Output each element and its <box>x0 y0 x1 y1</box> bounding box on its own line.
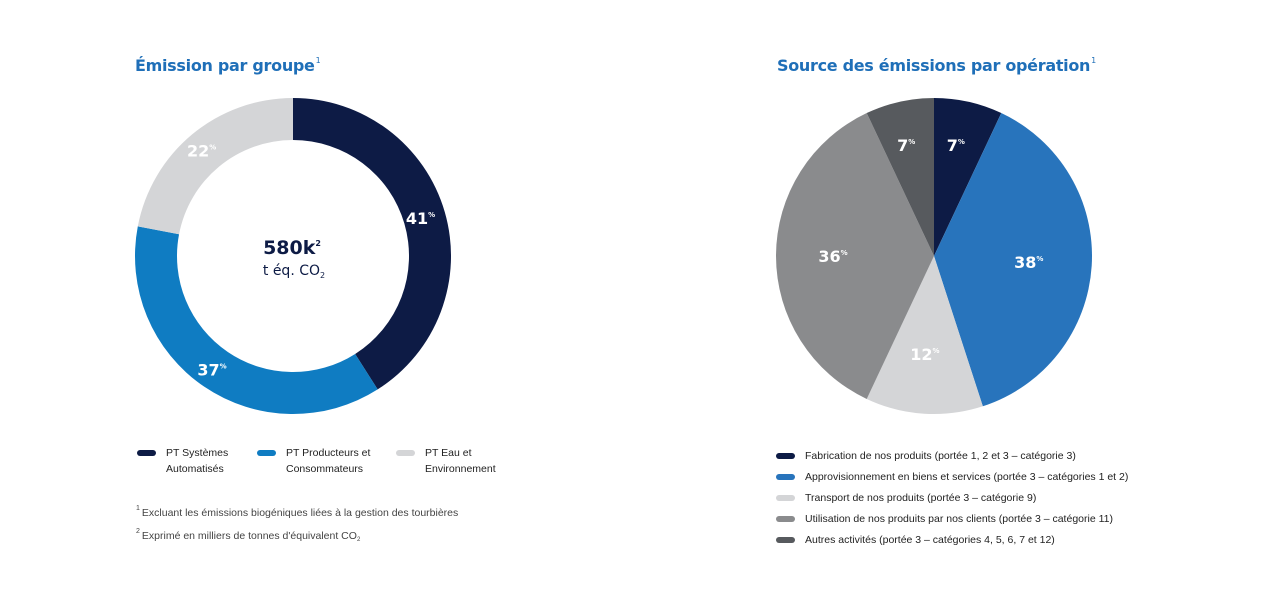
footnote-2-subscript: 2 <box>356 537 361 543</box>
left-title-footnote-mark: 1 <box>315 56 321 65</box>
footnote-2: 2 Exprimé en milliers de tonnes d'équival… <box>136 528 360 543</box>
legend-swatch <box>776 515 795 522</box>
left-chart-panel: Émission par groupe1 41% 37% 22% 580k2 t é… <box>135 56 496 543</box>
legend-swatch <box>137 450 156 456</box>
pie-slice-3 <box>776 113 934 399</box>
donut-slice-label-1: 37% <box>197 360 226 379</box>
left-legend-label-1: PT Producteurs et Consommateurs <box>286 447 371 475</box>
pie-slice-label-1: 38% <box>1014 253 1043 272</box>
pie-slice-4 <box>866 98 934 256</box>
footnote-1: 1 Excluant les émissions biogéniques liée… <box>136 505 458 519</box>
pie-slice-1 <box>934 113 1092 407</box>
left-chart-title: Émission par groupe1 <box>135 56 321 75</box>
donut-center-unit: t éq. CO2 <box>263 263 325 280</box>
right-legend-item-3: Utilisation de nos produits par nos clie… <box>776 508 1128 529</box>
pie-slice-label-2: 12% <box>910 345 939 364</box>
pie-chart: 7% 38% 12% 36% 7% <box>776 98 1092 414</box>
right-title-footnote-mark: 1 <box>1091 56 1096 65</box>
right-legend-label-0: Fabrication de nos produits (portée 1, 2… <box>805 449 1076 462</box>
donut-center-value: 580k2 <box>263 237 321 259</box>
legend-swatch <box>776 452 795 459</box>
donut-center-footnote-mark: 2 <box>315 239 321 248</box>
footnote-2-mark: 2 <box>136 528 140 535</box>
legend-swatch <box>776 494 795 501</box>
right-chart-panel: Source des émissions par opération1 7% 38… <box>634 0 1268 600</box>
pie-slice-label-4: 7% <box>897 136 915 155</box>
right-legend-label-1: Approvisionnement en biens et services (… <box>805 470 1129 483</box>
pie-slice-2 <box>866 256 983 414</box>
left-chart-title-text: Émission par groupe <box>135 56 315 75</box>
footnote-1-text: Excluant les émissions biogéniques liées… <box>141 507 459 519</box>
right-legend-item-0: Fabrication de nos produits (portée 1, 2… <box>776 445 1128 466</box>
legend-swatch <box>776 473 795 480</box>
pie-slice-label-3: 36% <box>818 247 847 266</box>
donut-slice-0 <box>293 98 451 390</box>
right-legend-item-2: Transport de nos produits (portée 3 – ca… <box>776 487 1128 508</box>
left-legend-item-0: PT Systèmes Automatisés <box>137 445 228 477</box>
donut-center-unit-text: t éq. CO <box>263 263 320 279</box>
donut-slice-label-2: 22% <box>187 141 216 160</box>
right-chart-title: Source des émissions par opération1 <box>777 56 1096 75</box>
donut-slice-2 <box>137 98 293 235</box>
footnote-1-mark: 1 <box>136 505 140 512</box>
donut-center-value-text: 580k <box>263 237 316 259</box>
left-legend-label-0: PT Systèmes Automatisés <box>166 447 229 475</box>
footnote-2-text: Exprimé en milliers de tonnes d'équivale… <box>141 530 357 542</box>
donut-chart: 41%37%22% 580k2 t éq. CO2 <box>135 98 451 415</box>
right-legend-label-3: Utilisation de nos produits par nos clie… <box>805 512 1113 525</box>
left-legend-item-1: PT Producteurs et Consommateurs <box>257 445 370 477</box>
left-legend-label-2: PT Eau et Environnement <box>425 447 496 475</box>
right-chart-title-text: Source des émissions par opération <box>777 56 1091 75</box>
pie-slice-label-0: 7% <box>947 136 965 155</box>
donut-slice-1 <box>135 226 378 415</box>
right-legend-label-2: Transport de nos produits (portée 3 – ca… <box>805 491 1037 504</box>
left-legend-item-2: PT Eau et Environnement <box>396 445 496 477</box>
right-legend-label-4: Autres activités (portée 3 – catégories … <box>805 533 1055 546</box>
legend-swatch <box>776 536 795 543</box>
pie-slice-0 <box>934 98 1002 256</box>
legend-swatch <box>257 450 276 456</box>
legend-swatch <box>396 450 415 456</box>
donut-center-unit-subscript: 2 <box>320 271 325 280</box>
donut-slice-label-0: 41% <box>406 209 435 228</box>
right-legend: Fabrication de nos produits (portée 1, 2… <box>776 445 1128 550</box>
right-legend-item-1: Approvisionnement en biens et services (… <box>776 466 1128 487</box>
right-legend-item-4: Autres activités (portée 3 – catégories … <box>776 529 1128 550</box>
